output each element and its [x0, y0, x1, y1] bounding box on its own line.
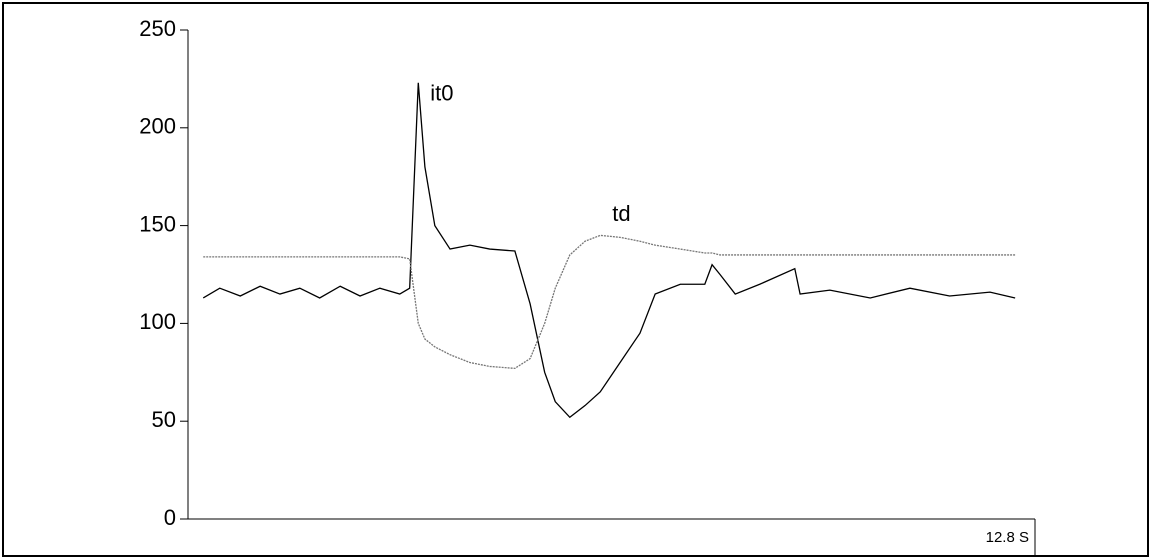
y-tick-label: 0: [164, 505, 176, 530]
y-tick-label: 150: [139, 211, 176, 236]
series-label: td: [612, 201, 630, 226]
x-tick-label: 12.8 S: [986, 529, 1029, 546]
y-tick-label: 50: [152, 407, 176, 432]
series-line: [202, 82, 1016, 419]
y-tick-label: 200: [139, 114, 176, 139]
y-tick-label: 250: [139, 16, 176, 41]
y-tick-label: 100: [139, 309, 176, 334]
series-line: [203, 234, 1016, 370]
series-label: it0: [430, 81, 453, 106]
